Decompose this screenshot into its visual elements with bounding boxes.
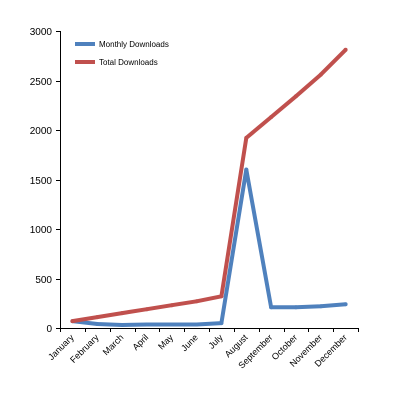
data-point: [144, 322, 149, 327]
data-point: [95, 322, 100, 326]
axes: [60, 31, 358, 329]
data-point: [120, 311, 125, 316]
data-point: [169, 322, 174, 327]
y-tick-label: 1000: [30, 225, 53, 236]
legend-label: Total Downloads: [99, 58, 158, 67]
data-point: [169, 303, 174, 308]
data-point: [293, 305, 298, 310]
y-tick-label: 500: [35, 275, 52, 286]
data-point: [219, 321, 224, 326]
y-tick-label: 3000: [30, 27, 53, 38]
x-tick-label: June: [179, 332, 200, 353]
series-line-monthly-downloads: [72, 167, 346, 327]
data-point: [95, 315, 100, 320]
series-lines: [70, 47, 348, 327]
data-point: [244, 135, 249, 140]
x-tick-label: July: [206, 332, 225, 351]
x-tick-label: March: [101, 332, 126, 357]
data-point: [194, 322, 199, 327]
x-tick-label: May: [156, 332, 175, 351]
data-point: [194, 299, 199, 304]
legend-label: Monthly Downloads: [99, 40, 169, 49]
y-tick-label: 2000: [30, 126, 53, 137]
y-tick-label: 0: [46, 324, 52, 335]
data-point: [269, 305, 274, 310]
x-tick-label: April: [131, 332, 151, 352]
data-point: [343, 302, 348, 307]
y-tick-label: 2500: [30, 77, 53, 88]
y-tick-label: 1500: [30, 176, 53, 187]
data-point: [293, 94, 298, 99]
series-line-total-downloads: [72, 48, 348, 324]
data-point: [244, 167, 249, 172]
legend: Monthly Downloads Total Downloads: [75, 40, 169, 67]
data-point: [343, 47, 348, 52]
data-point: [144, 307, 149, 312]
data-point: [70, 319, 75, 324]
data-point: [269, 115, 274, 120]
y-ticks: 0 500 1000 1500 2000 2500 3000: [30, 27, 60, 335]
data-point: [120, 323, 125, 327]
data-point: [318, 72, 323, 77]
data-point: [219, 294, 224, 299]
data-point: [318, 304, 323, 309]
